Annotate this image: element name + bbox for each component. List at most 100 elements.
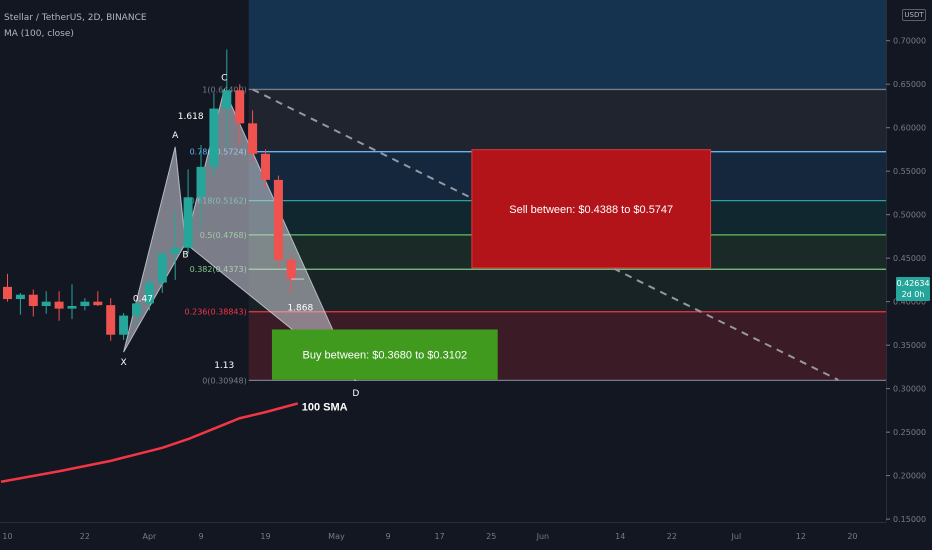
indicator-label[interactable]: MA (100, close) — [4, 29, 74, 39]
price-tick-label: 0.15000 — [893, 515, 926, 524]
harmonic-point-x: X — [121, 358, 127, 368]
fib-band — [248, 89, 887, 152]
symbol-title[interactable]: Stellar / TetherUS, 2D, BINANCE — [4, 13, 147, 23]
time-tick-label: 14 — [615, 532, 625, 541]
candle — [222, 49, 232, 150]
time-tick-label: 17 — [435, 532, 445, 541]
price-tick-label: 0.30000 — [893, 385, 926, 394]
buy-zone-label: Buy between: $0.3680 to $0.3102 — [303, 350, 468, 362]
candle-body — [41, 301, 51, 307]
fib-level-label: 0.236(0.38843) — [184, 308, 246, 317]
price-tick-label: 0.25000 — [893, 428, 926, 437]
candle-body — [144, 282, 154, 304]
time-tick-label: 22 — [667, 532, 677, 541]
harmonic-ratio-label: 1.13 — [214, 361, 234, 371]
time-tick-label: 10 — [2, 532, 12, 541]
price-tick-label: 0.60000 — [893, 124, 926, 133]
time-tick-label: 12 — [796, 532, 806, 541]
harmonic-point-b: B — [182, 250, 188, 260]
price-tick-label: 0.45000 — [893, 254, 926, 263]
harmonic-xab-triangle — [123, 146, 187, 353]
candle — [15, 292, 25, 315]
harmonic-ratio-label: 1.618 — [178, 112, 204, 122]
candle-body — [15, 294, 25, 300]
candle-body — [222, 90, 232, 109]
candle-body — [132, 303, 141, 316]
time-tick-label: Jul — [731, 532, 742, 541]
current-price-badge: 0.42634 2d 0h — [896, 277, 930, 301]
candle — [106, 298, 116, 341]
time-tick-label: 9 — [386, 532, 391, 541]
harmonic-ratio-label: 0.47 — [133, 295, 153, 305]
time-tick-label: 22 — [80, 532, 90, 541]
time-tick-label: May — [328, 532, 345, 541]
candle — [132, 301, 141, 323]
candle — [54, 291, 64, 321]
price-tick-label: 0.70000 — [893, 37, 926, 46]
candle-body — [67, 306, 77, 309]
candle — [261, 149, 270, 189]
candle — [235, 84, 245, 146]
candle-body — [209, 108, 219, 167]
candle — [28, 289, 38, 317]
price-tick-label: 0.65000 — [893, 80, 926, 89]
candle-body — [54, 301, 64, 309]
time-tick-label: 25 — [486, 532, 496, 541]
time-axis-panel — [0, 522, 932, 550]
candle-body — [286, 259, 296, 280]
price-tick-label: 0.50000 — [893, 211, 926, 220]
candle-body — [119, 315, 129, 335]
candle-body — [157, 253, 167, 283]
candle — [41, 291, 51, 314]
candle — [144, 279, 154, 311]
candle-body — [3, 286, 12, 300]
time-tick-label: 20 — [847, 532, 857, 541]
price-tick-label: 0.35000 — [893, 341, 926, 350]
candle — [209, 92, 219, 176]
sell-zone-label: Sell between: $0.4388 to $0.5747 — [509, 204, 673, 216]
price-tick-label: 0.20000 — [893, 472, 926, 481]
candle — [273, 175, 283, 267]
time-tick-label: 19 — [260, 532, 270, 541]
chart-legend: Stellar / TetherUS, 2D, BINANCE MA (100,… — [4, 10, 147, 42]
fib-band-top — [248, 0, 887, 90]
candle — [93, 291, 103, 307]
candle-body — [183, 197, 193, 248]
harmonic-bcd-triangle — [184, 87, 357, 382]
price-tick-label: 0.40000 — [893, 298, 926, 307]
harmonic-point-a: A — [172, 131, 179, 141]
time-tick-label: Apr — [142, 532, 157, 541]
harmonic-ratio-label: 1.868 — [287, 303, 313, 313]
candle-body — [80, 301, 90, 307]
price-tick-label: 0.55000 — [893, 167, 926, 176]
fib-band — [248, 269, 887, 312]
candle — [119, 312, 129, 340]
candle-body — [106, 305, 116, 335]
sell-zone-box — [471, 149, 712, 269]
sma-label: 100 SMA — [302, 401, 348, 413]
harmonic-point-d: D — [352, 389, 359, 399]
current-price-value: 0.42634 — [896, 279, 930, 288]
candle — [196, 145, 206, 228]
candle-body — [196, 166, 206, 198]
sma-line — [0, 402, 299, 483]
currency-unit-badge[interactable]: USDT — [902, 9, 926, 21]
candle-timer: 2d 0h — [901, 290, 925, 299]
price-axis-panel — [886, 0, 932, 550]
buy-zone-box — [271, 329, 498, 380]
time-tick-label: Jun — [536, 532, 550, 541]
candle — [3, 273, 12, 302]
candle — [286, 253, 296, 293]
candle-body — [248, 123, 258, 154]
candle-body — [235, 90, 245, 124]
candle — [170, 210, 180, 280]
candle-body — [28, 294, 38, 307]
time-tick-label: 9 — [198, 532, 203, 541]
candle — [80, 298, 90, 311]
candle — [157, 251, 167, 293]
candle-body — [93, 301, 103, 306]
candle-body — [261, 153, 270, 180]
candle-body — [170, 247, 180, 254]
candle — [67, 284, 77, 320]
